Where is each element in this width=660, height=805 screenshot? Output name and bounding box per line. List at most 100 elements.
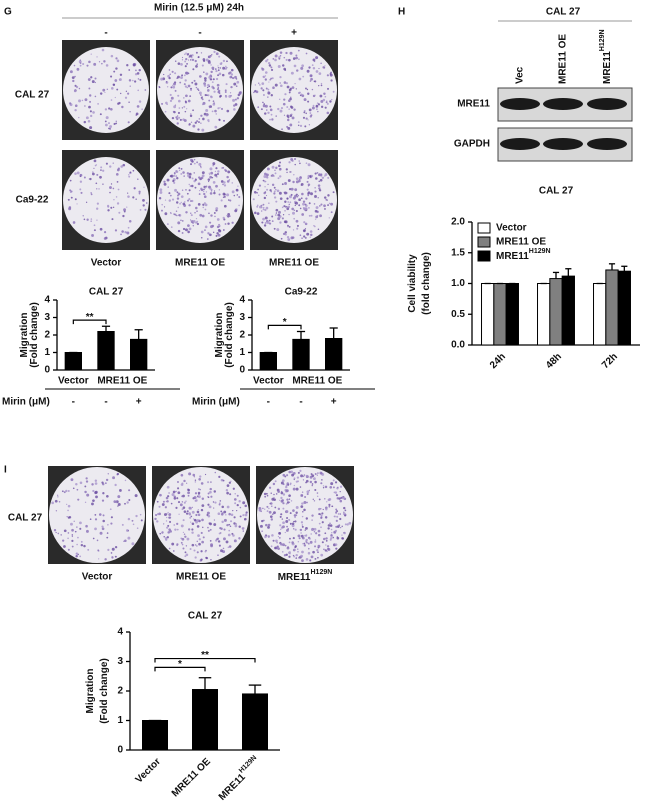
cell-dot <box>210 78 213 81</box>
cell-dot <box>315 532 318 535</box>
cell-dot <box>214 471 217 474</box>
cell-dot <box>318 67 320 70</box>
cell-dot <box>176 497 179 500</box>
cell-dot <box>173 110 176 114</box>
cell-dot <box>274 83 278 87</box>
cell-dot <box>74 198 77 201</box>
cell-dot <box>63 529 67 533</box>
cell-dot <box>208 505 212 509</box>
cell-dot <box>271 165 275 169</box>
cell-dot <box>253 191 257 194</box>
cell-dot <box>100 169 102 171</box>
cell-dot <box>121 230 124 233</box>
lane-label-sup: H129N <box>599 29 606 51</box>
cell-dot <box>264 186 266 188</box>
cell-dot <box>75 483 78 486</box>
cell-dot <box>292 57 296 60</box>
y-tick-label: 1 <box>44 347 50 358</box>
cell-dot <box>318 85 320 87</box>
cell-dot <box>77 498 80 501</box>
cell-dot <box>192 124 196 128</box>
cell-dot <box>309 236 312 238</box>
cell-dot <box>271 174 274 177</box>
cell-dot <box>265 492 268 495</box>
cell-dot <box>202 203 205 206</box>
cell-dot <box>175 170 179 174</box>
cell-dot <box>224 89 227 92</box>
panel-letter: H <box>398 7 405 18</box>
cell-dot <box>76 67 80 71</box>
cell-dot <box>190 89 193 92</box>
cell-dot <box>197 508 199 511</box>
y-tick-label: 2 <box>117 686 123 697</box>
cell-dot <box>307 163 311 167</box>
cell-dot <box>103 60 106 63</box>
cell-dot <box>209 192 213 195</box>
cell-dot <box>51 501 54 505</box>
cell-dot <box>85 116 89 120</box>
cell-dot <box>305 52 308 55</box>
cell-dot <box>97 103 99 105</box>
cell-dot <box>314 225 316 228</box>
cell-dot <box>136 72 140 75</box>
cell-dot <box>218 502 221 505</box>
cell-dot <box>331 505 334 508</box>
cell-dot <box>203 82 206 85</box>
cell-dot <box>314 218 317 220</box>
cell-dot <box>164 212 168 216</box>
cell-dot <box>264 71 268 74</box>
cell-dot <box>238 500 241 503</box>
cell-dot <box>192 518 195 520</box>
cell-dot <box>215 539 218 542</box>
cell-dot <box>98 188 100 190</box>
cell-dot <box>215 52 219 56</box>
y-tick-label: 0 <box>44 365 50 376</box>
cell-dot <box>193 162 196 165</box>
cell-dot <box>259 84 261 86</box>
cell-dot <box>203 71 205 73</box>
cell-dot <box>336 515 339 518</box>
cell-dot <box>207 178 211 181</box>
column-label: MRE11H129N <box>278 569 333 583</box>
cell-dot <box>93 229 96 232</box>
cell-dot <box>164 199 167 201</box>
cell-dot <box>226 66 228 69</box>
cell-dot <box>99 227 103 231</box>
cell-dot <box>234 103 238 106</box>
cell-dot <box>62 539 65 542</box>
cell-dot <box>222 59 226 63</box>
cell-dot <box>268 64 272 67</box>
y-tick-label: 0 <box>239 365 245 376</box>
cell-dot <box>199 75 202 78</box>
cell-dot <box>161 531 164 534</box>
cell-dot <box>210 543 214 547</box>
cell-dot <box>277 507 280 510</box>
cell-dot <box>186 510 189 513</box>
cell-dot <box>167 524 170 527</box>
cell-dot <box>230 480 232 482</box>
cell-dot <box>180 524 184 528</box>
cell-dot <box>236 80 240 84</box>
cell-dot <box>132 63 136 67</box>
cell-dot <box>193 496 197 500</box>
cell-dot <box>275 189 277 191</box>
cell-dot <box>200 508 204 512</box>
cell-dot <box>282 493 286 496</box>
cell-dot <box>110 107 113 111</box>
cell-dot <box>181 501 184 503</box>
cell-dot <box>116 88 119 91</box>
cell-dot <box>260 108 263 111</box>
cell-dot <box>187 84 191 88</box>
cell-dot <box>307 185 310 187</box>
cell-dot <box>121 523 124 526</box>
cell-dot <box>343 532 345 534</box>
cell-dot <box>292 536 295 540</box>
cell-dot <box>328 202 331 205</box>
cell-dot <box>200 122 202 124</box>
cell-dot <box>57 496 59 498</box>
cell-dot <box>303 474 306 476</box>
cell-dot <box>180 167 183 170</box>
cell-dot <box>303 542 306 545</box>
cell-dot <box>218 189 221 191</box>
